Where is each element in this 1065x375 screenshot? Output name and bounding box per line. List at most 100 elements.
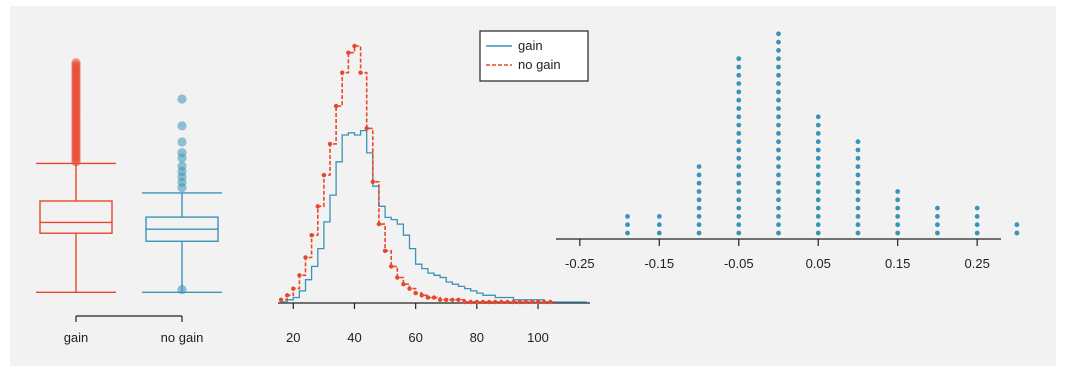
hist-marker [333,103,339,109]
dot-point [736,189,742,194]
hist-marker [327,141,333,147]
legend-box [479,30,589,82]
dot-point [776,56,781,62]
dot-point [776,180,781,186]
dot-point [815,189,821,194]
boxplot-panel: gain no gain [36,58,222,345]
dot-point [974,230,980,236]
legend-label-no-gain: no gain [518,57,561,72]
dot-point [736,106,742,111]
dot-point [736,197,742,203]
dot-point [815,164,821,170]
hist-marker [291,286,296,291]
hist-marker [297,273,302,278]
hist-marker [517,299,522,305]
box-x-tick-label: gain [64,330,89,345]
histogram-panel: 20 40 60 80 100 [278,43,590,345]
dot-point [696,189,702,194]
hist-marker [321,172,327,178]
dot-point [855,189,861,194]
hist-marker [486,299,492,305]
dot-point [776,230,781,236]
dot-point [855,180,861,186]
dot-point [776,131,781,136]
hist-marker [450,297,455,302]
dot-point [736,72,742,78]
dot-point [776,106,781,111]
dot-point [815,172,821,178]
dot-point [776,147,781,153]
dot-point [776,222,781,228]
dot-point [974,214,980,219]
hist-marker [401,281,406,287]
hist-marker [395,275,400,280]
hist-marker [315,204,320,209]
dot-point [855,197,861,203]
dot-x-tick-label: -0.25 [565,256,595,271]
dot-point [736,205,742,211]
dot-point [815,122,821,128]
dot-point [776,189,781,194]
dot-point [895,205,901,211]
dot-point [776,155,781,161]
hist-x-tick-label: 100 [527,330,549,345]
dot-point [855,172,861,178]
dot-point [736,89,742,95]
hist-marker [541,299,547,305]
outlier-point [71,58,81,68]
hist-marker [548,299,553,305]
dot-point [656,222,662,228]
dot-point [974,222,980,228]
hist-marker [425,295,431,300]
dot-x-tick-label: 0.15 [885,256,910,271]
hist-marker [456,297,461,302]
outlier-point [177,161,187,171]
dot-point [696,180,702,186]
dot-point [855,230,861,236]
hist-x-tick-label: 40 [347,330,361,345]
dot-point [855,222,861,228]
hist-marker [413,290,418,296]
dot-point [736,214,742,219]
dot-point [656,230,662,236]
dot-point [776,139,781,145]
dot-point [815,131,821,136]
hist-marker [346,50,351,55]
dot-point [935,222,940,228]
dot-x-tick-label: 0.25 [965,256,990,271]
dot-point [736,81,742,86]
dot-point [776,81,781,86]
dot-point [776,164,781,170]
dot-point [696,205,702,211]
hist-marker [431,295,437,300]
dot-point [1014,230,1020,236]
dot-point [935,214,940,219]
hist-series-gain [281,129,587,303]
hist-marker [468,299,473,305]
box-gain-iqr [39,200,113,234]
dot-point [815,155,821,161]
dot-point [776,64,781,70]
dot-point [696,214,702,219]
dot-point [736,122,742,128]
dot-point [776,205,781,211]
dot-point [776,97,781,103]
dot-point [895,197,901,203]
hist-marker [340,70,345,75]
dot-point [855,147,861,153]
dot-point [935,205,940,211]
hist-marker [444,297,449,302]
hist-marker [523,299,528,305]
dot-point [776,89,781,95]
dot-x-tick-label: -0.15 [644,256,674,271]
hist-marker [492,299,498,305]
dot-point [736,222,742,228]
dot-point [696,172,702,178]
dot-point [736,155,742,161]
hist-marker [352,43,357,49]
hist-marker [529,299,535,305]
dot-point [776,122,781,128]
dot-point [855,164,861,170]
hist-marker [364,126,369,131]
dot-point [776,31,781,37]
